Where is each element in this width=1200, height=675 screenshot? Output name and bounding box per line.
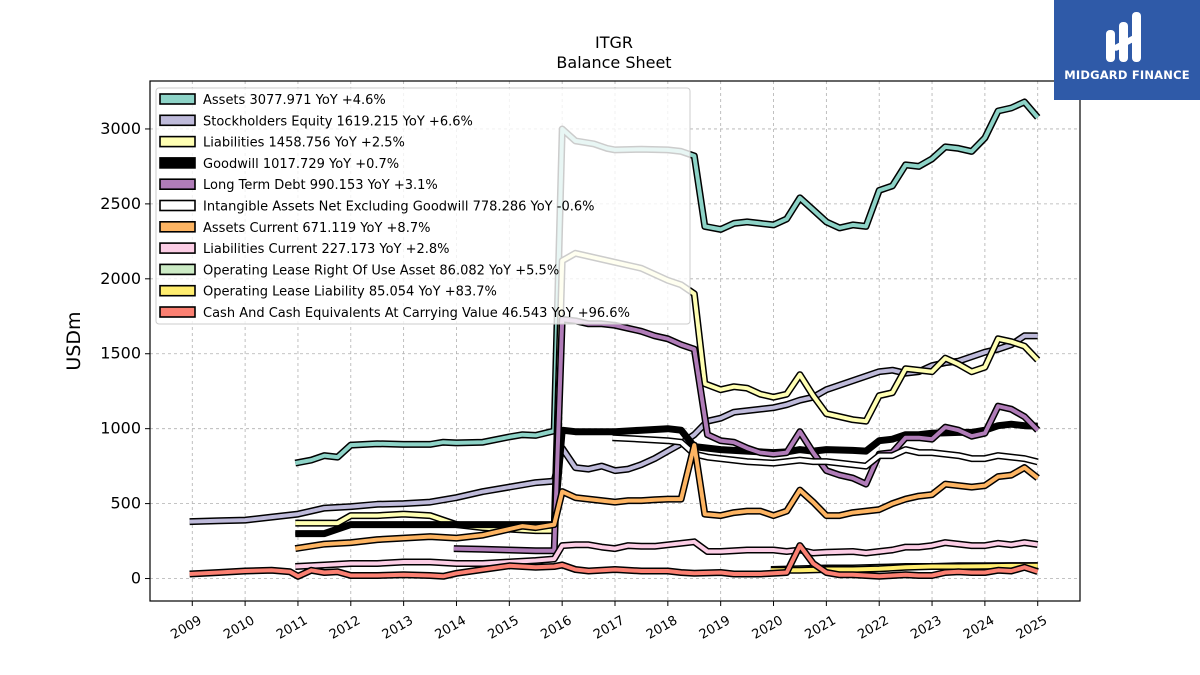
series-layer [189, 98, 1041, 580]
legend: Assets 3077.971 YoY +4.6% Stockholders Eq… [155, 87, 691, 325]
y-tick-label: 2500 [100, 194, 141, 213]
x-tick-label: 2023 [908, 613, 944, 643]
legend-label: Assets 3077.971 YoY +4.6% [203, 93, 386, 108]
legend-swatch [159, 135, 196, 148]
y-tick-label: 500 [110, 494, 141, 513]
legend-label: Assets Current 671.119 YoY +8.7% [203, 221, 430, 236]
legend-swatch [159, 306, 196, 318]
legend-label: Long Term Debt 990.153 YoY +3.1% [203, 178, 438, 193]
x-tick-label: 2022 [855, 613, 891, 643]
legend-swatch [159, 242, 196, 254]
x-tick-label: 2017 [591, 613, 627, 643]
legend-label: Operating Lease Right Of Use Asset 86.08… [203, 263, 559, 278]
legend-label: Stockholders Equity 1619.215 YoY +6.6% [203, 114, 473, 129]
series-line-stroke [189, 543, 1039, 579]
brand-mark-icon [1106, 12, 1141, 62]
legend-swatch [159, 284, 196, 297]
x-tick-label: 2014 [433, 613, 469, 643]
legend-box [155, 87, 691, 325]
x-tick-label: 2016 [538, 613, 574, 643]
brand-logo: MIDGARD FINANCE [1054, 0, 1200, 100]
legend-swatch [159, 199, 196, 212]
legend-label: Operating Lease Liability 85.054 YoY +83… [203, 285, 497, 300]
series-line [189, 542, 1039, 580]
y-tick-label: 1500 [100, 344, 141, 363]
y-tick-label: 2000 [100, 269, 141, 288]
legend-swatch [159, 178, 196, 190]
legend-label: Intangible Assets Net Excluding Goodwill… [203, 200, 594, 215]
x-tick-label: 2009 [168, 613, 204, 643]
x-tick-label: 2012 [327, 613, 363, 643]
series-line [295, 538, 1039, 570]
x-tick-label: 2019 [697, 613, 733, 643]
legend-swatch [159, 93, 196, 105]
y-axis-label: USDm [63, 311, 85, 370]
series-line [294, 441, 1040, 553]
chart-title: ITGR [595, 33, 633, 52]
legend-label: Liabilities 1458.756 YoY +2.5% [203, 136, 405, 151]
x-tick-label: 2024 [961, 613, 997, 643]
series-line-stroke [295, 539, 1038, 569]
x-tick-label: 2015 [485, 613, 521, 643]
x-tick-label: 2011 [274, 613, 310, 643]
legend-label: Cash And Cash Equivalents At Carrying Va… [203, 306, 630, 321]
brand-name: MIDGARD FINANCE [1064, 68, 1190, 82]
x-tick-label: 2021 [803, 613, 839, 643]
y-tick-label: 0 [131, 569, 141, 588]
legend-swatch [159, 221, 196, 233]
legend-label: Goodwill 1017.729 YoY +0.7% [203, 157, 399, 172]
x-tick-label: 2013 [380, 613, 416, 643]
x-tick-label: 2010 [221, 613, 257, 643]
series-line [294, 98, 1041, 467]
chart-subtitle: Balance Sheet [556, 53, 671, 72]
x-tick-label: 2020 [750, 613, 786, 643]
legend-swatch [159, 157, 196, 169]
legend-swatch [159, 263, 196, 276]
series-line-stroke [294, 100, 1040, 466]
legend-swatch [159, 114, 196, 127]
x-tick-label: 2018 [644, 613, 680, 643]
y-tick-label: 3000 [100, 119, 141, 138]
series-line-stroke [294, 443, 1039, 551]
y-tick-label: 1000 [100, 419, 141, 438]
legend-label: Liabilities Current 227.173 YoY +2.8% [203, 242, 450, 257]
x-tick-label: 2025 [1014, 613, 1050, 643]
